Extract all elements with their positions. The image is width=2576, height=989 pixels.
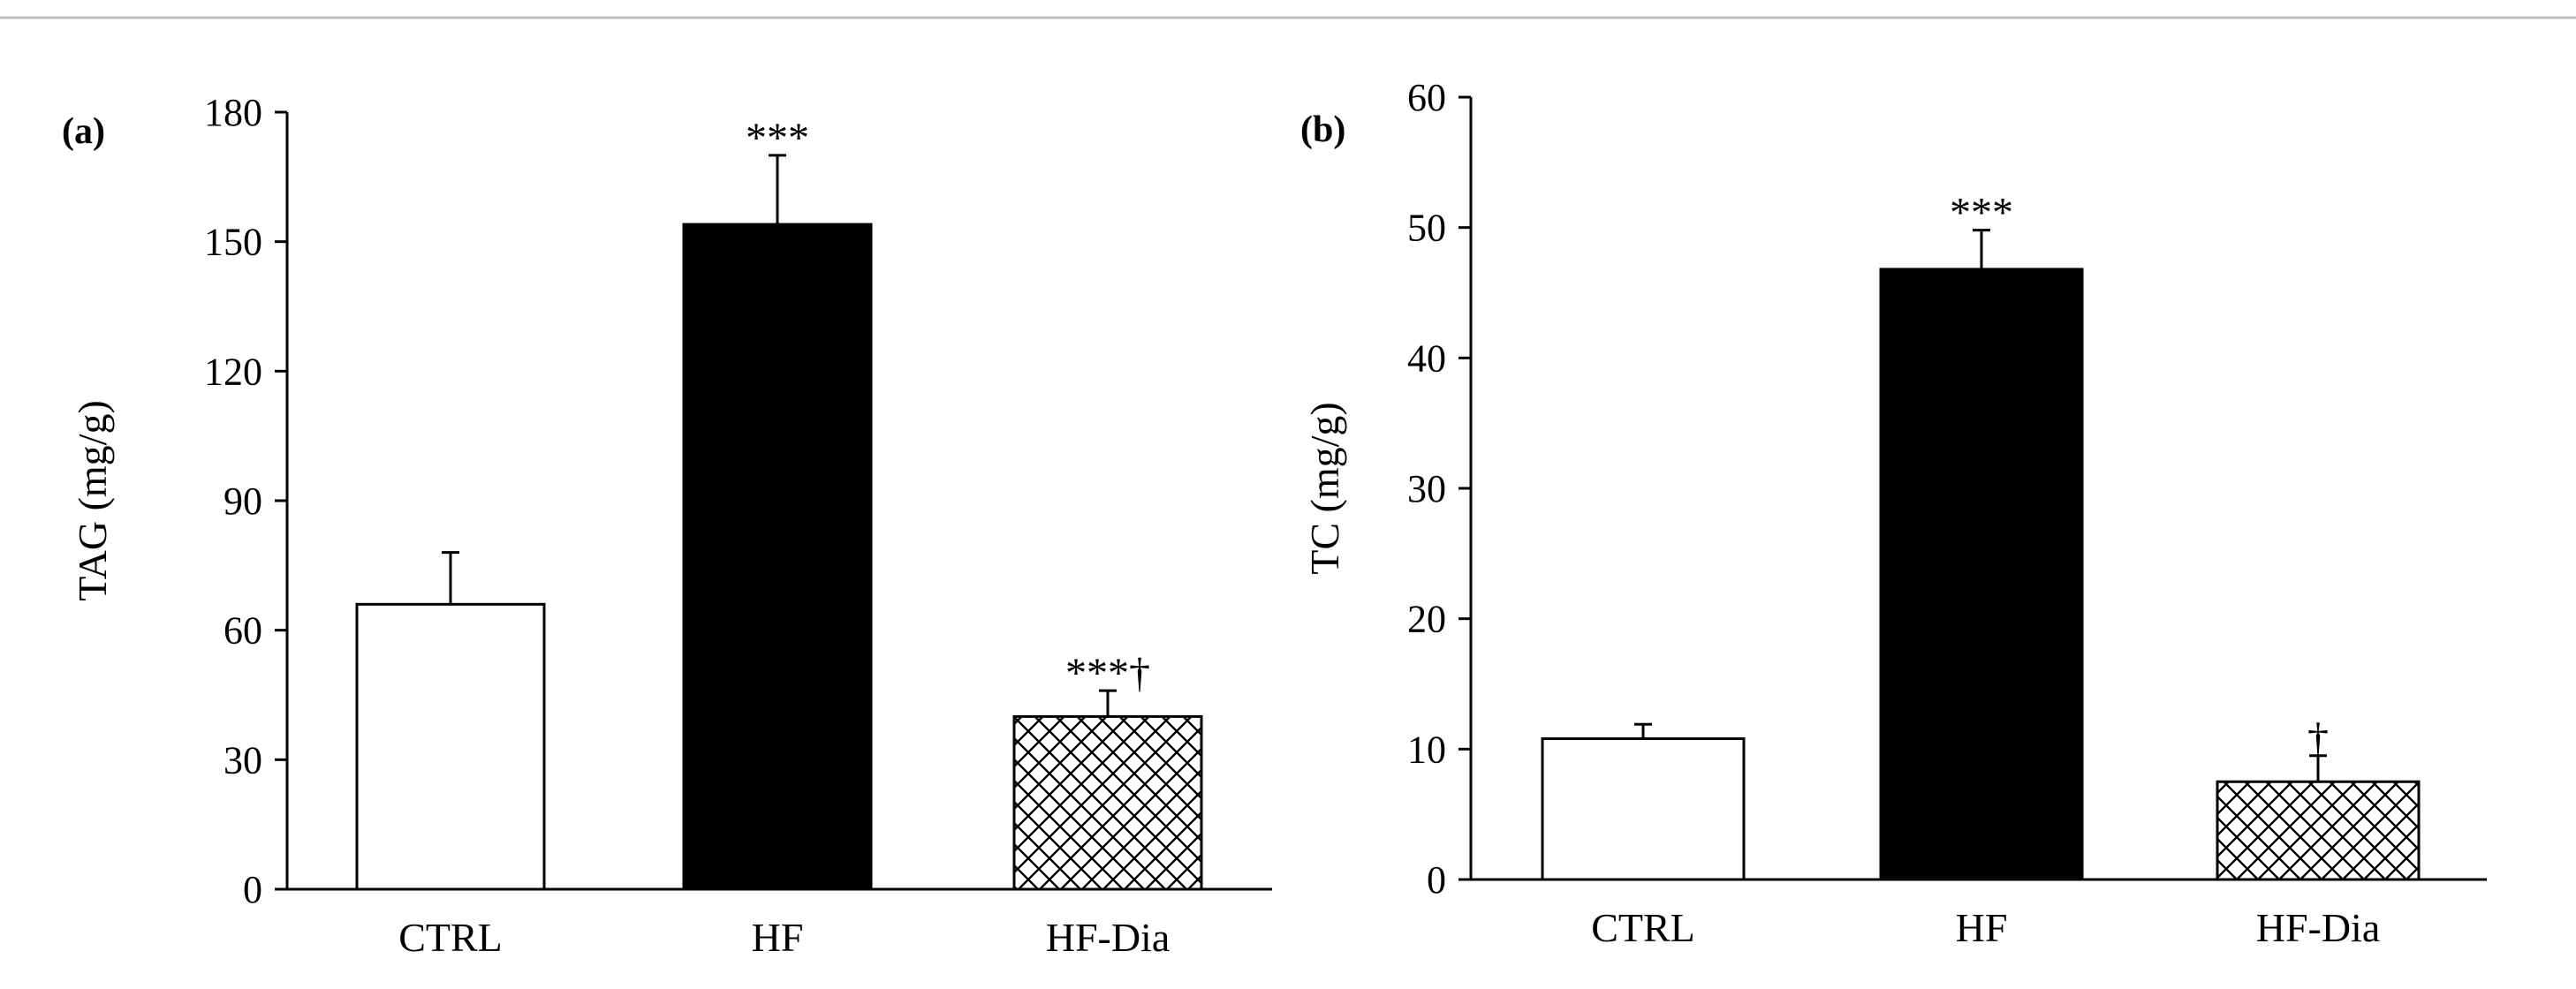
panel-a-significance-label: ***† [1065, 650, 1150, 697]
panel-b-significance-label: † [2307, 715, 2329, 762]
panel-b-y-tick-label: 10 [1407, 728, 1446, 771]
panel-b-label: (b) [1300, 109, 1345, 150]
panel-b-category-label: CTRL [1591, 905, 1695, 950]
panel-b-y-tick-label: 0 [1427, 858, 1446, 902]
panel-a-bar-hf [682, 223, 873, 891]
panel-a-category-label: HF-Dia [1046, 915, 1171, 960]
panel-a-y-tick-label: 90 [224, 479, 262, 523]
panel-b-y-tick-label: 30 [1407, 467, 1446, 510]
panel-b-y-tick-label: 20 [1407, 598, 1446, 641]
panel-b-y-axis-title: TC (mg/g) [1302, 402, 1347, 574]
panel-a-y-tick-label: 30 [224, 738, 262, 781]
panel-a-y-tick-label: 120 [204, 350, 262, 393]
panel-a-chart: (a) TAG (mg/g) 0 30 60 90 120 150 180 CTRL *** HF **… [62, 91, 1272, 960]
panel-a-significance-label: *** [746, 115, 809, 162]
panel-a-bar-ctrl [355, 602, 546, 891]
panel-a-label: (a) [62, 111, 105, 152]
panel-a-y-tick-label: 180 [204, 91, 262, 134]
panel-a-y-tick-label: 0 [243, 868, 262, 911]
panel-b-y-tick-label: 50 [1407, 207, 1446, 250]
panel-b-chart: (b) TC (mg/g) 0 10 20 30 40 50 60 CTRL *** HF † HF-Di… [1300, 76, 2487, 950]
panel-b-bar-hf [1879, 268, 2084, 881]
panel-b-bar-hf-dia [2216, 780, 2421, 881]
panel-b-category-label: HF [1956, 905, 2008, 950]
panel-a-y-axis-title: TAG (mg/g) [70, 400, 115, 601]
panel-b-y-tick-label: 40 [1407, 336, 1446, 380]
panel-b-y-tick-label: 60 [1407, 76, 1446, 119]
panel-a-y-tick-label: 60 [224, 609, 262, 653]
panel-a-y-tick-label: 150 [204, 221, 262, 264]
panel-a-bar-hf-dia [1012, 714, 1203, 891]
panel-a-category-label: CTRL [398, 915, 503, 960]
panel-b-category-label: HF-Dia [2256, 905, 2381, 950]
panel-b-significance-label: *** [1950, 190, 2013, 237]
panel-b-bar-ctrl [1541, 737, 1746, 881]
panel-a-category-label: HF [752, 915, 804, 960]
